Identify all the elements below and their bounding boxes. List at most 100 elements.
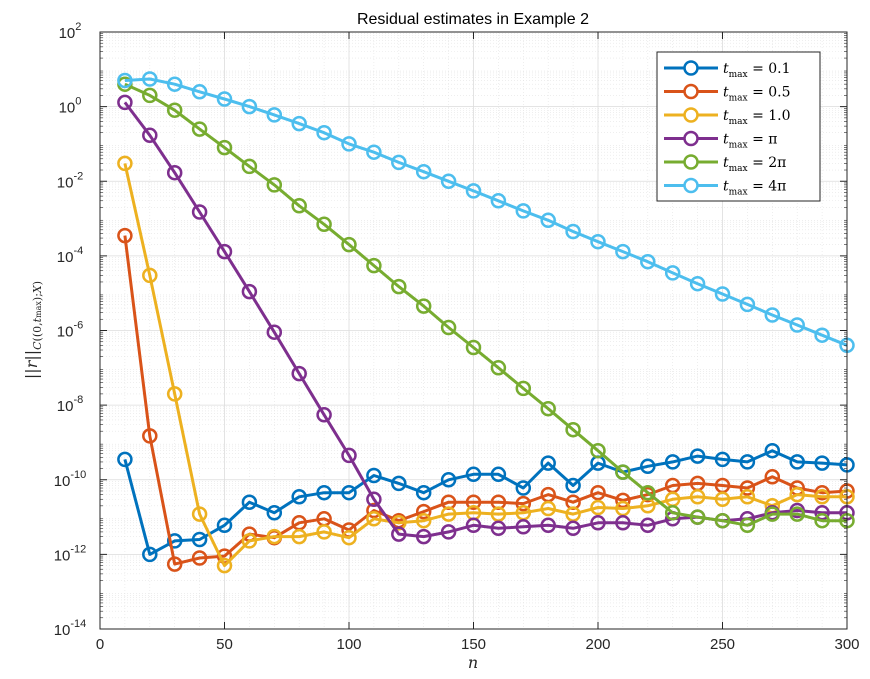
- x-tick-label: 300: [834, 636, 859, 653]
- data-point: [191, 531, 208, 548]
- data-point: [814, 327, 830, 343]
- data-point: [465, 466, 482, 483]
- legend-marker: [683, 177, 699, 194]
- legend: tmax = 0.1 tmax = 0.5 tmax = 1.0 tmax = π tm…: [656, 51, 821, 202]
- data-point: [216, 243, 233, 260]
- svg-text:||r||C((0,tmax);X): ||r||C((0,tmax);X): [22, 281, 44, 379]
- y-tick-label: 10-12: [54, 543, 87, 564]
- data-point: [166, 533, 183, 549]
- y-axis-label: ||r||C((0,tmax);X): [22, 281, 44, 379]
- data-point: [216, 91, 233, 107]
- legend-entry: tmax = 2π: [664, 154, 786, 174]
- data-point: [615, 500, 631, 517]
- data-point: [490, 520, 507, 537]
- legend-entry: tmax = π: [664, 130, 777, 151]
- legend-marker: [683, 154, 699, 170]
- y-axis-label-subscript: C((0,tmax);X): [31, 281, 44, 350]
- data-point: [590, 499, 606, 516]
- data-point: [590, 484, 606, 501]
- y-tick-labels: 10-14 10-12 10-10 10-8 10-6 10-4 10-2 100 102: [54, 21, 87, 639]
- data-point: [465, 183, 482, 199]
- data-point: [689, 275, 706, 292]
- data-point: [540, 517, 556, 534]
- data-point: [615, 492, 631, 509]
- data-point: [266, 107, 283, 123]
- legend-entry: tmax = 0.5: [664, 83, 791, 104]
- data-point: [465, 494, 482, 510]
- data-point: [266, 505, 283, 521]
- legend-entry: tmax = 0.1: [664, 60, 791, 80]
- data-point: [316, 124, 332, 141]
- data-point: [440, 173, 457, 190]
- x-tick-labels: 0 50 100 150 200 250 300: [96, 636, 860, 653]
- data-point: [341, 447, 357, 464]
- data-point: [515, 380, 532, 397]
- data-point: [266, 177, 283, 193]
- series-5: [117, 76, 855, 534]
- data-point: [615, 243, 631, 260]
- y-tick-label: 10-10: [54, 469, 87, 490]
- data-point: [117, 72, 133, 89]
- legend-label: tmax = 0.1: [723, 61, 791, 80]
- data-point: [565, 421, 581, 438]
- series-3: [117, 155, 855, 574]
- data-point: [341, 136, 357, 152]
- data-point: [415, 512, 432, 529]
- data-point: [490, 193, 507, 209]
- data-point: [540, 500, 556, 517]
- data-point: [565, 223, 581, 240]
- data-point: [590, 442, 606, 459]
- series-1: [117, 442, 855, 563]
- data-point: [291, 365, 307, 382]
- data-point: [142, 87, 158, 104]
- x-tick-label: 250: [710, 636, 735, 653]
- data-point: [142, 267, 158, 284]
- data-point: [764, 307, 781, 323]
- legend-label: tmax = 4π: [723, 179, 786, 198]
- data-point: [714, 491, 731, 508]
- data-point: [615, 464, 631, 480]
- series-layer: [117, 71, 855, 574]
- legend-entry: tmax = 1.0: [664, 107, 791, 127]
- legend-label: tmax = 2π: [723, 155, 786, 174]
- data-point: [241, 494, 258, 510]
- data-point: [117, 451, 133, 468]
- data-point: [689, 448, 706, 464]
- data-point: [415, 484, 432, 501]
- data-point: [291, 528, 307, 545]
- axis-ticks: [99, 31, 848, 630]
- data-point: [415, 528, 432, 545]
- data-point: [391, 278, 407, 295]
- data-point: [689, 489, 706, 505]
- data-point: [291, 198, 307, 214]
- data-point: [366, 467, 382, 484]
- data-point: [142, 428, 158, 444]
- data-point: [266, 324, 283, 340]
- y-axis-label-r: r: [22, 359, 41, 368]
- data-point: [166, 102, 183, 118]
- x-axis-label: n: [468, 653, 478, 672]
- data-point: [515, 495, 532, 512]
- legend-marker: [683, 83, 699, 100]
- data-point: [814, 455, 830, 471]
- data-point: [814, 512, 830, 529]
- data-point: [341, 484, 357, 501]
- data-point: [590, 515, 606, 531]
- y-tick-label: 10-8: [57, 394, 83, 415]
- data-point: [117, 155, 133, 172]
- data-point: [565, 520, 581, 537]
- data-point: [714, 451, 731, 468]
- data-point: [764, 469, 781, 485]
- data-point: [515, 203, 532, 219]
- data-point: [341, 236, 357, 253]
- data-point: [142, 546, 158, 563]
- data-point: [615, 515, 631, 531]
- data-point: [664, 505, 681, 521]
- data-point: [142, 127, 158, 144]
- data-point: [789, 454, 805, 470]
- legend-marker: [683, 60, 699, 76]
- legend-label: tmax = 0.5: [723, 85, 791, 104]
- data-point: [640, 253, 656, 270]
- data-point: [789, 486, 805, 503]
